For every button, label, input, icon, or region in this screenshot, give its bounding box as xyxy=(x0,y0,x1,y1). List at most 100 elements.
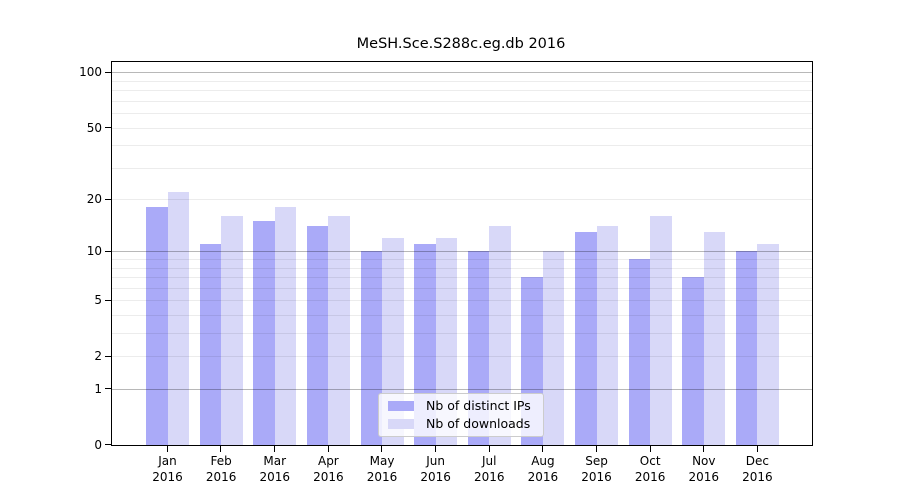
x-tick-year: 2016 xyxy=(527,469,559,484)
x-tick-label-dec: Dec 2016 xyxy=(727,454,787,485)
bar-may-ips xyxy=(360,251,383,445)
x-tick-month: Nov xyxy=(692,454,716,468)
x-tick-year: 2016 xyxy=(259,469,291,484)
y-tick-label: 2 xyxy=(94,349,102,364)
legend-item-distinct-ips: Nb of distinct IPs xyxy=(388,399,543,413)
bar-sep-downloads xyxy=(596,226,619,445)
x-tick xyxy=(542,446,544,453)
x-tick-label-apr: Apr 2016 xyxy=(298,454,358,485)
x-tick-month: Apr xyxy=(317,454,339,468)
gridline-minor xyxy=(112,100,812,102)
gridline-minor xyxy=(112,333,812,335)
legend: Nb of distinct IPs Nb of downloads xyxy=(378,393,544,437)
gridline-minor xyxy=(112,80,812,82)
y-tick-label: 100 xyxy=(79,65,102,80)
y-tick xyxy=(104,250,111,252)
x-tick-label-may: May 2016 xyxy=(352,454,412,485)
legend-item-downloads: Nb of downloads xyxy=(388,417,543,431)
x-tick-year: 2016 xyxy=(473,469,505,484)
x-tick-label-sep: Sep 2016 xyxy=(567,454,627,485)
gridline-minor xyxy=(112,113,812,115)
gridline-minor xyxy=(112,259,812,261)
x-tick-month: Jun xyxy=(426,454,446,468)
x-tick xyxy=(435,446,436,453)
bar-sep-ips xyxy=(575,231,597,445)
x-tick-year: 2016 xyxy=(742,469,773,484)
bar-dec-downloads xyxy=(757,244,779,445)
y-tick-label: 5 xyxy=(94,293,102,308)
gridline-minor xyxy=(112,127,812,129)
gridline-minor xyxy=(112,199,812,201)
x-tick-year: 2016 xyxy=(688,469,720,484)
bar-dec-ips xyxy=(735,251,758,445)
x-tick-year: 2016 xyxy=(313,469,344,484)
bar-oct-downloads xyxy=(650,216,672,445)
x-tick-year: 2016 xyxy=(420,469,451,484)
y-tick xyxy=(104,388,111,390)
gridline-minor xyxy=(112,356,812,358)
y-tick xyxy=(104,355,111,357)
gridline-major xyxy=(112,72,812,74)
bar-jan-downloads xyxy=(167,191,189,445)
bar-jan-ips xyxy=(146,207,168,445)
x-tick-month: May xyxy=(369,454,395,468)
x-tick xyxy=(274,446,276,453)
legend-swatch-downloads xyxy=(388,418,414,430)
plot-canvas: 100 50 20 10 5 2 1 0 Jan 2016 Feb 2016 Mar 2016 Apr 201… xyxy=(79,62,812,484)
gridline-minor xyxy=(112,90,812,92)
x-tick-month: Aug xyxy=(531,454,555,468)
gridline-major xyxy=(112,389,812,391)
gridline-minor xyxy=(112,277,812,279)
legend-swatch-distinct-ips xyxy=(388,400,414,412)
y-tick-label: 0 xyxy=(94,438,102,452)
x-tick xyxy=(381,446,383,453)
x-tick xyxy=(649,446,651,453)
x-tick-label-mar: Mar 2016 xyxy=(245,454,305,485)
y-tick-label: 10 xyxy=(86,244,102,259)
bar-apr-downloads xyxy=(328,216,350,445)
legend-label-downloads: Nb of downloads xyxy=(426,416,531,431)
gridline-minor xyxy=(112,300,812,302)
y-tick xyxy=(104,444,111,446)
bar-nov-ips xyxy=(682,277,704,445)
bar-feb-downloads xyxy=(221,216,243,445)
x-tick-label-jun: Jun 2016 xyxy=(406,454,466,485)
y-tick xyxy=(104,299,111,301)
x-tick-year: 2016 xyxy=(152,469,183,484)
bar-aug-downloads xyxy=(542,251,565,445)
x-tick-month: Feb xyxy=(210,454,232,468)
gridline-minor xyxy=(112,287,812,289)
gridline-minor xyxy=(112,267,812,269)
x-tick-month: Jan xyxy=(158,454,177,468)
chart-title: MeSH.Sce.S288c.eg.db 2016 xyxy=(356,36,566,52)
x-tick-year: 2016 xyxy=(581,469,612,484)
x-tick xyxy=(703,446,705,453)
bar-nov-downloads xyxy=(703,231,726,445)
y-tick xyxy=(104,126,111,128)
plot-area: 100 50 20 10 5 2 1 0 Jan 2016 Feb 2016 Mar 2016 Apr 201… xyxy=(79,61,813,484)
gridline-minor xyxy=(112,145,812,147)
bar-oct-ips xyxy=(628,259,651,445)
x-tick-label-oct: Oct 2016 xyxy=(620,454,680,485)
gridline-minor xyxy=(112,167,812,169)
x-tick xyxy=(488,446,490,453)
x-tick-year: 2016 xyxy=(634,469,666,484)
bar-jul-downloads xyxy=(489,226,511,445)
legend-label-distinct-ips: Nb of distinct IPs xyxy=(426,398,531,413)
x-tick xyxy=(327,446,329,453)
x-tick-label-jul: Jul 2016 xyxy=(459,454,519,485)
x-tick xyxy=(166,446,168,453)
gridline-major xyxy=(112,251,812,253)
x-tick-year: 2016 xyxy=(366,469,398,484)
y-tick xyxy=(104,71,111,73)
x-tick-year: 2016 xyxy=(205,469,237,484)
bar-feb-ips xyxy=(199,244,222,445)
y-tick-label: 1 xyxy=(94,382,102,397)
x-tick-month: Oct xyxy=(639,454,661,468)
x-tick xyxy=(220,446,222,453)
x-tick-label-nov: Nov 2016 xyxy=(674,454,734,485)
x-tick xyxy=(595,446,597,453)
x-tick-month: Jul xyxy=(482,454,497,468)
x-tick-month: Dec xyxy=(745,454,770,468)
